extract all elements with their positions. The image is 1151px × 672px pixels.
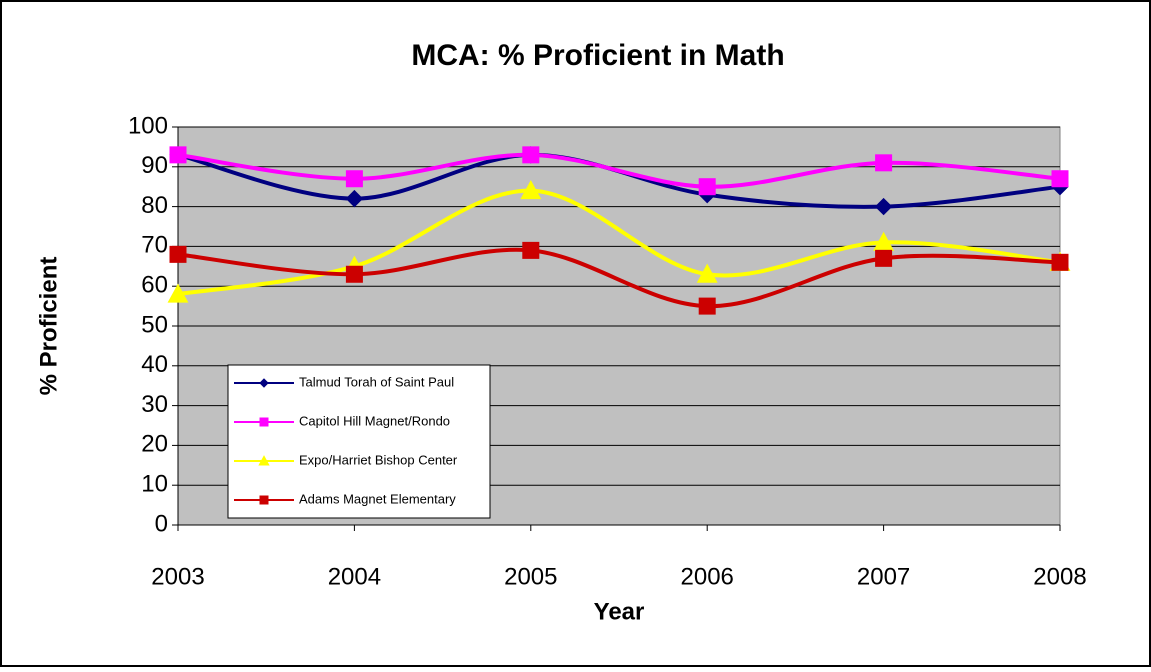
x-tick-label: 2003: [151, 563, 204, 590]
marker: [167, 283, 189, 303]
series-line: [177, 152, 1061, 189]
legend-label: Expo/Harriet Bishop Center: [299, 452, 458, 467]
marker: [696, 263, 718, 283]
y-axis-label: % Proficient: [35, 257, 62, 396]
x-tick-label: 2004: [328, 563, 381, 590]
chart-title: MCA: % Proficient in Math: [411, 39, 784, 72]
marker: [875, 249, 893, 267]
marker: [522, 241, 540, 259]
marker: [1051, 253, 1069, 271]
y-tick-label: 10: [141, 471, 168, 498]
x-tick-label: 2007: [857, 563, 910, 590]
series-line: [177, 247, 1061, 309]
x-tick-label: 2008: [1033, 563, 1086, 590]
y-tick-label: 30: [141, 391, 168, 418]
x-axis-label: Year: [594, 598, 645, 625]
marker: [875, 154, 893, 172]
marker: [169, 245, 187, 263]
marker: [345, 265, 363, 283]
legend-label: Capitol Hill Magnet/Rondo: [299, 413, 450, 428]
marker: [520, 180, 542, 200]
marker: [169, 146, 187, 164]
x-tick-label: 2005: [504, 563, 557, 590]
legend-marker: [259, 495, 269, 505]
y-tick-label: 50: [141, 311, 168, 338]
y-tick-label: 40: [141, 351, 168, 378]
series-line: [177, 188, 1061, 297]
marker: [874, 197, 893, 216]
y-tick-label: 60: [141, 272, 168, 299]
legend-label: Talmud Torah of Saint Paul: [299, 374, 454, 389]
marker: [1051, 170, 1069, 188]
marker: [345, 170, 363, 188]
legend-label: Adams Magnet Elementary: [299, 491, 456, 506]
marker: [698, 178, 716, 196]
y-tick-label: 70: [141, 232, 168, 259]
legend-marker: [258, 455, 270, 466]
legend: [227, 364, 491, 519]
y-tick-label: 20: [141, 431, 168, 458]
marker: [522, 146, 540, 164]
legend-marker: [259, 417, 269, 427]
marker: [698, 297, 716, 315]
marker: [345, 189, 364, 208]
y-tick-label: 0: [155, 510, 168, 537]
legend-marker: [259, 378, 269, 388]
x-tick-label: 2006: [681, 563, 734, 590]
y-tick-label: 90: [141, 152, 168, 179]
y-tick-label: 80: [141, 192, 168, 219]
y-tick-label: 100: [128, 112, 168, 139]
